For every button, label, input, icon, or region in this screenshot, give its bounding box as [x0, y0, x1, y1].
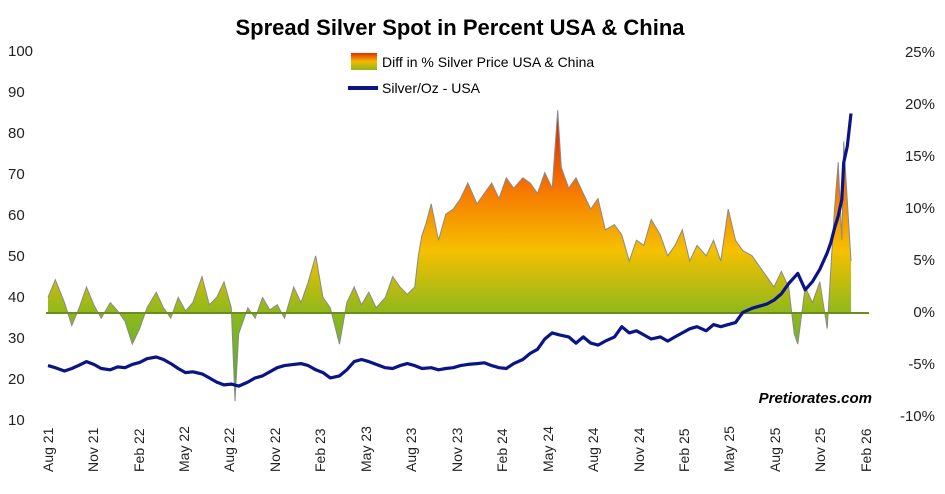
x-tick-label: May 24: [540, 426, 556, 472]
silver-price-line: [47, 113, 853, 388]
right-tick-label: 25%: [905, 44, 935, 61]
x-axis-ticks: Aug 21 Nov 21 Feb 22 May 22 Aug 22 Nov 2…: [40, 426, 874, 472]
x-tick-label: Aug 22: [221, 427, 237, 472]
right-tick-label: 0%: [913, 304, 935, 321]
diff-area-positive: [48, 110, 851, 313]
x-tick-label: Aug 21: [40, 427, 56, 472]
left-tick-label: 80: [8, 125, 25, 142]
left-axis-ticks: 100 90 80 70 60 50 40 30 20 10: [8, 43, 33, 429]
left-tick-label: 40: [8, 289, 25, 306]
x-tick-label: May 25: [721, 426, 737, 472]
left-tick-label: 50: [8, 248, 25, 265]
right-tick-label: -10%: [900, 408, 935, 425]
left-tick-label: 20: [8, 371, 25, 388]
x-tick-label: Feb 22: [131, 428, 147, 472]
x-tick-label: Aug 23: [403, 427, 419, 472]
x-tick-label: Aug 25: [767, 427, 783, 472]
x-tick-label: May 23: [358, 426, 374, 472]
right-tick-label: 15%: [905, 148, 935, 165]
left-tick-label: 30: [8, 330, 25, 347]
diff-area-series: [47, 110, 852, 402]
x-tick-label: Nov 22: [267, 427, 283, 472]
right-tick-label: 10%: [905, 200, 935, 217]
right-tick-label: 20%: [905, 96, 935, 113]
silver-price-series: [47, 113, 853, 388]
legend-label-diff: Diff in % Silver Price USA & China: [382, 54, 594, 70]
x-tick-label: Feb 23: [312, 428, 328, 472]
x-tick-label: Feb 24: [494, 428, 510, 472]
left-tick-label: 60: [8, 207, 25, 224]
legend: Diff in % Silver Price USA & China Silve…: [348, 53, 594, 96]
x-tick-label: Nov 24: [631, 427, 647, 472]
right-tick-label: 5%: [913, 252, 935, 269]
left-tick-label: 70: [8, 166, 25, 183]
legend-label-silver: Silver/Oz - USA: [382, 80, 481, 96]
x-tick-label: Feb 26: [858, 428, 874, 472]
x-tick-label: Nov 23: [449, 427, 465, 472]
right-axis-ticks: 25% 20% 15% 10% 5% 0% -5% -10%: [900, 44, 935, 425]
diff-area-negative: [48, 313, 851, 402]
legend-swatch-diff: [351, 53, 377, 70]
x-tick-label: May 22: [176, 426, 192, 472]
left-tick-label: 10: [8, 412, 25, 429]
x-tick-label: Feb 25: [676, 428, 692, 472]
x-tick-label: Nov 25: [812, 427, 828, 472]
diff-series-outline: [47, 110, 852, 402]
chart-title: Spread Silver Spot in Percent USA & Chin…: [235, 15, 685, 40]
x-tick-label: Aug 24: [585, 427, 601, 472]
x-tick-label: Nov 21: [85, 427, 101, 472]
left-tick-label: 100: [8, 43, 33, 60]
right-tick-label: -5%: [908, 356, 935, 373]
left-tick-label: 90: [8, 84, 25, 101]
watermark: Pretiorates.com: [759, 390, 872, 407]
